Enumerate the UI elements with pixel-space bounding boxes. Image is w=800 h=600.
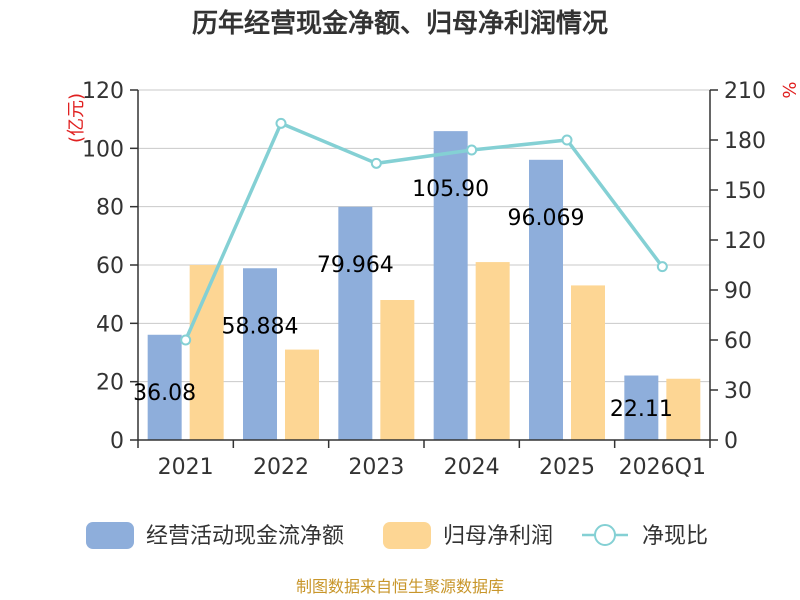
cashflow-bar bbox=[338, 206, 373, 440]
ratio-point bbox=[370, 157, 382, 169]
ratio-line-path bbox=[184, 121, 664, 341]
right-tick-label: 60 bbox=[724, 329, 752, 354]
cashflow-data-label: 105.90 bbox=[412, 177, 489, 202]
right-tick-label: 0 bbox=[724, 429, 738, 454]
cashflow-data-label: 96.069 bbox=[508, 206, 585, 231]
right-tick-label: 90 bbox=[724, 279, 752, 304]
ratio-point bbox=[656, 261, 668, 273]
right-tick-label: 120 bbox=[724, 229, 766, 254]
left-tick-label: 20 bbox=[96, 371, 124, 396]
left-tick-label: 40 bbox=[96, 312, 124, 337]
x-tick-label: 2026Q1 bbox=[619, 455, 706, 480]
ratio-point bbox=[561, 134, 573, 146]
x-tick-label: 2022 bbox=[253, 455, 309, 480]
x-tick-label: 2023 bbox=[348, 455, 404, 480]
cashflow-bar bbox=[529, 159, 563, 440]
cashflow-bar bbox=[147, 334, 182, 440]
profit-bar bbox=[666, 378, 701, 440]
grid-lines bbox=[138, 89, 710, 383]
left-tick-label: 120 bbox=[82, 79, 124, 104]
left-tick-label: 80 bbox=[96, 196, 124, 221]
ratio-point bbox=[275, 117, 287, 129]
profit-bar bbox=[380, 300, 415, 440]
cashflow-data-label: 58.884 bbox=[222, 314, 299, 339]
cashflow-bar bbox=[624, 375, 659, 440]
legend-label-profit: 归母净利润 bbox=[443, 524, 553, 549]
cashflow-data-label: 22.11 bbox=[610, 397, 673, 422]
cashflow-bar bbox=[433, 131, 468, 440]
ratio-point bbox=[180, 334, 192, 346]
x-tick-label: 2025 bbox=[539, 455, 595, 480]
legend-swatch-cashflow bbox=[86, 522, 134, 549]
legend-marker-ratio bbox=[594, 524, 616, 546]
profit-bar bbox=[475, 262, 510, 440]
right-tick-label: 30 bbox=[724, 379, 752, 404]
right-axis-unit: % bbox=[778, 81, 799, 98]
profit-bar bbox=[571, 285, 605, 440]
ratio-line bbox=[180, 117, 668, 346]
right-tick-label: 210 bbox=[724, 79, 766, 104]
legend: 经营活动现金流净额 归母净利润 净现比 bbox=[86, 522, 708, 549]
chart-title: 历年经营现金净额、归母净利润情况 bbox=[192, 8, 608, 39]
x-tick-label: 2024 bbox=[444, 455, 500, 480]
legend-swatch-profit bbox=[383, 522, 431, 549]
right-tick-label: 150 bbox=[724, 179, 766, 204]
left-tick-label: 60 bbox=[96, 254, 124, 279]
source-note: 制图数据来自恒生聚源数据库 bbox=[296, 577, 504, 596]
left-axis-unit: (亿元) bbox=[66, 93, 87, 143]
bars bbox=[147, 131, 701, 440]
left-tick-label: 100 bbox=[82, 137, 124, 162]
ratio-point bbox=[466, 144, 478, 156]
left-tick-label: 0 bbox=[110, 429, 124, 454]
cashflow-data-label: 36.08 bbox=[133, 381, 196, 406]
x-tick-label: 2021 bbox=[158, 455, 214, 480]
right-tick-label: 180 bbox=[724, 129, 766, 154]
profit-bar bbox=[285, 349, 319, 440]
legend-label-ratio: 净现比 bbox=[642, 524, 708, 549]
legend-label-cashflow: 经营活动现金流净额 bbox=[146, 524, 344, 549]
cashflow-data-label: 79.964 bbox=[317, 253, 394, 278]
data-labels: 36.08 58.884 79.964 105.90 96.069 22.11 bbox=[133, 177, 673, 422]
axes: 0 20 40 60 80 100 120 0 30 60 90 120 150 180 210 2021 20… bbox=[82, 79, 766, 480]
cashflow-bar bbox=[243, 268, 277, 440]
